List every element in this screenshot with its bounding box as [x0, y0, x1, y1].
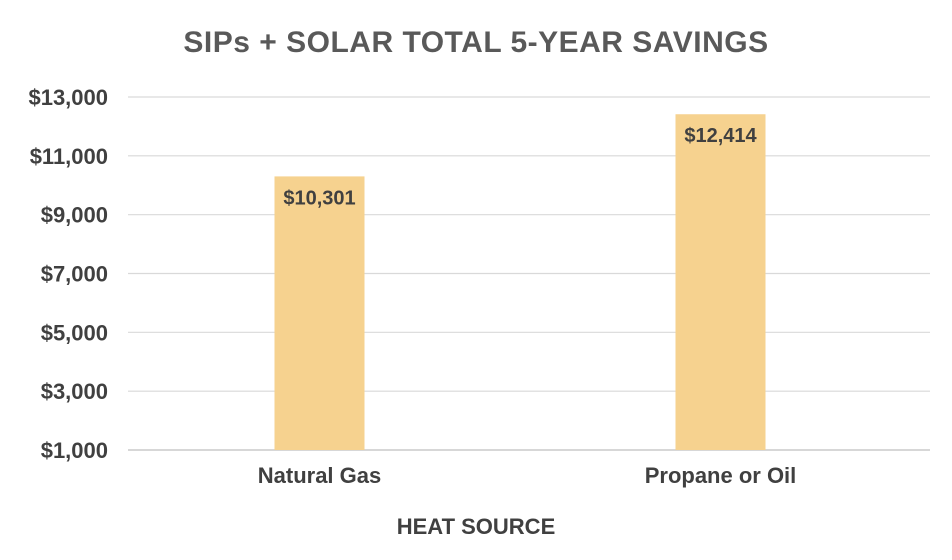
bar [675, 114, 766, 451]
x-axis-title: HEAT SOURCE [396, 514, 556, 539]
bar [274, 176, 365, 451]
y-tick-label: $9,000 [41, 203, 108, 228]
chart-title: SIPs + SOLAR TOTAL 5-YEAR SAVINGS [183, 26, 769, 59]
bars [274, 114, 766, 451]
data-label: $10,301 [283, 187, 355, 209]
y-tick-label: $11,000 [30, 144, 108, 169]
y-tick-label: $7,000 [41, 262, 108, 287]
y-tick-label: $3,000 [41, 379, 108, 404]
gridlines [128, 96, 930, 451]
x-tick-label: Propane or Oil [645, 463, 797, 488]
x-axis-ticks: Natural Gas Propane or Oil [258, 463, 797, 488]
data-labels: $10,301 $12,414 [283, 125, 757, 209]
data-label: $12,414 [684, 125, 757, 147]
y-tick-label: $5,000 [41, 320, 108, 345]
y-tick-label: $13,000 [28, 85, 108, 110]
y-axis-ticks: $1,000 $3,000 $5,000 $7,000 $9,000 $11,000 $13… [28, 85, 108, 463]
y-tick-label: $1,000 [41, 438, 108, 463]
x-tick-label: Natural Gas [258, 463, 382, 488]
